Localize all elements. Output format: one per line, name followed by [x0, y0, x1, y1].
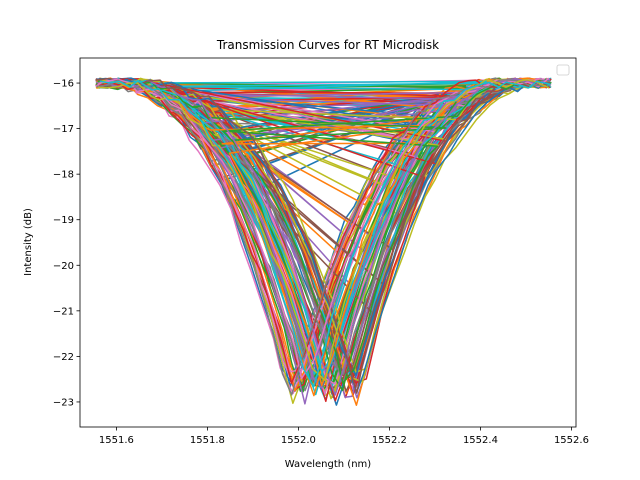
- x-tick-label: 1551.8: [190, 435, 225, 446]
- y-tick-label: −18: [53, 170, 74, 181]
- transmission-curve: [99, 79, 551, 388]
- transmission-curve: [96, 78, 551, 382]
- y-tick-label: −22: [53, 352, 74, 363]
- y-tick-label: −16: [53, 79, 74, 90]
- transmission-curve: [98, 77, 550, 396]
- transmission-curve: [99, 78, 549, 383]
- legend-box: [556, 64, 570, 76]
- x-axis: 1551.6 1551.8 1552.0 1552.2 1552.4 1552.6: [99, 427, 589, 446]
- y-axis-label: Intensity (dB): [23, 208, 34, 276]
- y-tick-label: −21: [53, 306, 74, 317]
- x-axis-label: Wavelength (nm): [285, 459, 371, 470]
- y-tick-label: −23: [53, 397, 74, 408]
- axes-frame: [79, 57, 577, 428]
- chart-title: Transmission Curves for RT Microdisk: [216, 38, 439, 52]
- x-tick-label: 1552.0: [281, 435, 316, 446]
- x-tick-label: 1551.6: [99, 435, 134, 446]
- y-tick-label: −20: [53, 261, 74, 272]
- y-tick-label: −17: [53, 124, 74, 135]
- series-layer: [95, 77, 552, 406]
- x-tick-label: 1552.4: [463, 435, 498, 446]
- x-tick-label: 1552.2: [372, 435, 407, 446]
- y-tick-label: −19: [53, 215, 74, 226]
- x-tick-label: 1552.6: [554, 435, 589, 446]
- y-axis: −16 −17 −18 −19 −20 −21 −22 −23: [53, 79, 80, 408]
- transmission-curve: [98, 78, 551, 376]
- transmission-curve: [96, 80, 551, 375]
